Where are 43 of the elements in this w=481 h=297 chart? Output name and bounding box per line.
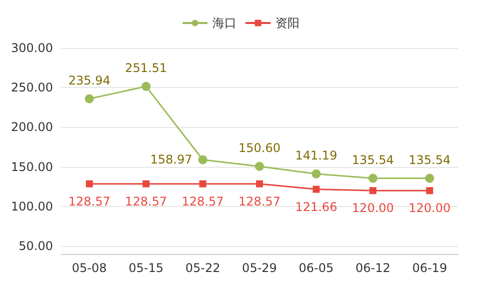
- point: [256, 180, 263, 188]
- data-label: 135.54: [408, 152, 451, 167]
- point: [425, 174, 434, 183]
- data-label: 158.97: [150, 152, 192, 167]
- data-label: 128.57: [238, 194, 280, 208]
- data-label: 141.19: [295, 148, 338, 162]
- data-label: 128.57: [68, 194, 110, 208]
- data-label: 135.54: [352, 152, 394, 167]
- point: [255, 162, 264, 171]
- point: [142, 180, 150, 188]
- point: [86, 180, 93, 188]
- data-label: 120.00: [408, 201, 451, 216]
- x-tick-label: 06-19: [412, 261, 448, 275]
- point: [84, 94, 94, 104]
- data-label: 121.66: [295, 200, 338, 214]
- y-tick-label: 100.00: [10, 199, 53, 214]
- x-tick-label: 05-08: [72, 261, 107, 275]
- y-tick-label: 150.00: [10, 160, 53, 174]
- x-tick-label: 05-29: [242, 261, 277, 275]
- x-tick-label: 06-05: [298, 261, 334, 275]
- data-label: 120.00: [352, 201, 394, 216]
- point: [142, 82, 151, 91]
- data-label: 251.51: [125, 60, 168, 75]
- point: [199, 180, 206, 188]
- x-tick-label: 05-15: [128, 261, 164, 275]
- data-label: 150.60: [238, 140, 280, 155]
- x-tick-label: 05-22: [185, 261, 220, 275]
- legend-label: 资阳: [276, 16, 300, 30]
- y-tick-label: 250.00: [10, 80, 53, 95]
- point: [312, 169, 321, 178]
- y-tick-label: 50.00: [18, 239, 53, 254]
- point: [369, 187, 376, 194]
- x-tick-label: 06-12: [355, 261, 390, 275]
- y-tick-label: 200.00: [10, 120, 53, 134]
- legend-label: 海口: [212, 16, 236, 30]
- data-label: 128.57: [125, 194, 168, 208]
- y-tick-label: 300.00: [10, 41, 53, 55]
- point: [368, 174, 378, 183]
- point: [198, 155, 208, 164]
- data-label: 235.94: [68, 73, 110, 88]
- point: [426, 187, 434, 194]
- data-label: 128.57: [182, 194, 224, 208]
- point: [312, 186, 320, 193]
